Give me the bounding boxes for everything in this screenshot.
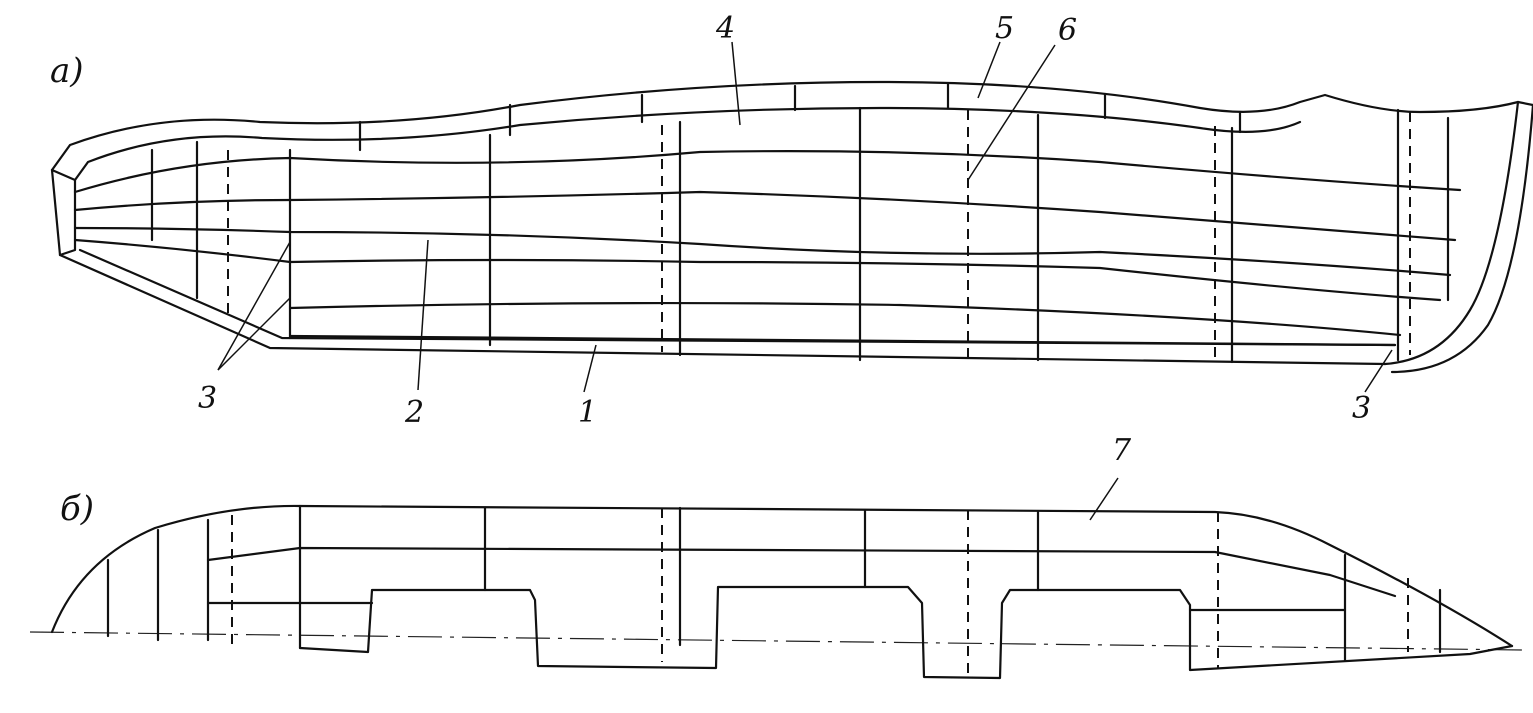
stern-shell xyxy=(1383,100,1520,366)
frames-solid-b xyxy=(106,504,1442,662)
leader-7 xyxy=(1089,477,1119,521)
outer-shell-contour xyxy=(50,80,1533,172)
callout-5: 5 xyxy=(995,11,1014,46)
view-a-label: а) xyxy=(50,51,84,91)
callout-6: 6 xyxy=(1058,13,1077,48)
view-b-label: б) xyxy=(60,489,94,529)
stringer-1 xyxy=(73,150,1462,194)
callout-7: 7 xyxy=(1112,433,1132,468)
callout-3-left: 3 xyxy=(198,381,217,416)
stringer-2 xyxy=(73,190,1457,242)
frames-solid-a xyxy=(150,106,1450,364)
centerline-axis xyxy=(29,631,1526,651)
plan-outer-contour xyxy=(50,504,1514,648)
plan-lower-contour xyxy=(298,585,1514,680)
stringer-5 xyxy=(288,301,1402,337)
callout-4: 4 xyxy=(715,11,735,46)
stringer-4 xyxy=(73,238,1442,302)
callout-1: 1 xyxy=(578,395,597,430)
frames-dashed-a xyxy=(227,110,1411,362)
stringer-6 xyxy=(288,334,1397,347)
keel-line xyxy=(58,253,1387,366)
stern-shell-inner xyxy=(1390,103,1533,374)
view-a-hull-elevation xyxy=(50,41,1533,393)
leaders-a xyxy=(217,41,1393,393)
outer-shell-contour-inner xyxy=(73,106,1302,182)
callout-2: 2 xyxy=(404,395,424,430)
frames-dashed-b xyxy=(231,508,1409,675)
stringer-3 xyxy=(73,226,1452,277)
deck-plate-joints xyxy=(358,82,1242,152)
callout-3-right: 3 xyxy=(1352,391,1371,426)
plan-stringer-1 xyxy=(206,546,1397,598)
bow-end xyxy=(50,168,77,257)
view-b-plan xyxy=(29,477,1526,680)
